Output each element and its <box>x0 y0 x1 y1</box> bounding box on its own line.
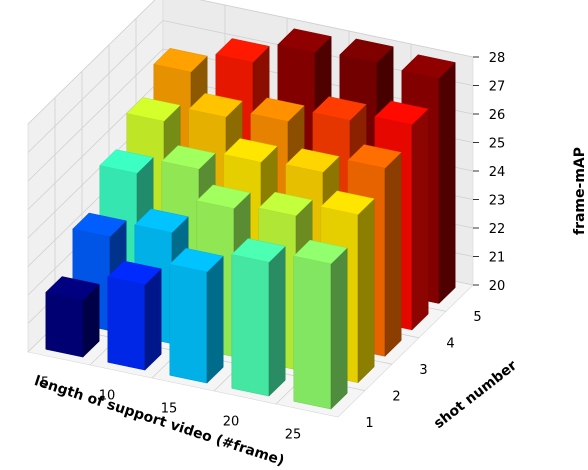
bar <box>107 260 162 371</box>
z-tick-label: 27 <box>489 80 506 95</box>
bar-top-face <box>99 149 154 174</box>
bar-top-face <box>188 93 243 118</box>
y-tick-label: 1 <box>365 416 373 431</box>
bar-side-face <box>206 255 224 384</box>
bar <box>45 276 100 358</box>
bar-side-face <box>144 268 162 371</box>
y-axis-label: shot number <box>431 358 520 432</box>
z-tick-label: 24 <box>489 165 506 180</box>
z-tick-label: 28 <box>489 51 506 66</box>
bar-top-face <box>223 138 278 163</box>
bar-top-face <box>134 208 189 233</box>
bar-top-face <box>258 191 313 217</box>
bar-top-face <box>196 184 251 209</box>
bar-front-face <box>293 255 332 410</box>
bar-top-face <box>45 276 100 301</box>
bar-top-face <box>161 145 216 170</box>
bar <box>293 239 348 410</box>
bar-side-face <box>438 61 456 305</box>
bar-top-face <box>312 96 367 121</box>
bar-top-face <box>320 190 375 215</box>
y-tick-label: 3 <box>419 363 427 378</box>
z-axis-label: frame-mAP <box>572 147 588 235</box>
bar-top-face <box>401 54 456 79</box>
bar-top-face <box>293 239 348 265</box>
bar-top-face <box>153 48 208 73</box>
bar-side-face <box>411 108 429 331</box>
z-tick-label: 22 <box>489 222 506 237</box>
bar-top-face <box>126 97 181 122</box>
z-tick-label: 23 <box>489 194 506 209</box>
bar-top-face <box>339 38 394 63</box>
bars-layer <box>45 28 456 410</box>
x-tick-label: 20 <box>223 415 240 430</box>
bar-front-face <box>231 254 270 397</box>
y-tick-label: 4 <box>446 337 454 352</box>
bar <box>169 248 224 384</box>
bar-front-face <box>169 263 208 384</box>
y-tick-label: 2 <box>392 389 400 404</box>
x-tick-label: 15 <box>161 402 178 417</box>
bar-side-face <box>268 245 286 397</box>
x-tick-label: 25 <box>285 428 302 443</box>
bar-side-face <box>357 198 375 384</box>
y-tick-label: 5 <box>473 310 481 325</box>
bar-top-face <box>169 248 224 273</box>
bar-front-face <box>107 276 146 371</box>
bar-front-face <box>45 291 84 358</box>
z-tick-label: 25 <box>489 137 506 152</box>
bar-top-face <box>374 100 429 125</box>
bar-top-face <box>231 238 286 263</box>
bar-top-face <box>72 212 127 237</box>
bar-top-face <box>107 260 162 285</box>
z-tick-label: 21 <box>489 251 506 266</box>
bar-top-face <box>250 97 305 122</box>
bar <box>231 238 286 397</box>
z-tick-label: 26 <box>489 108 506 123</box>
z-tick-label: 20 <box>489 279 506 294</box>
grid-line <box>27 0 474 125</box>
x-tick-label: 5 <box>41 376 49 391</box>
bar-top-face <box>277 28 332 53</box>
bar-top-face <box>347 144 402 169</box>
bar-top-face <box>215 38 270 63</box>
bar-side-face <box>384 151 402 357</box>
x-tick-label: 10 <box>99 389 116 404</box>
bar-side-face <box>330 247 348 410</box>
bar-top-face <box>285 148 340 173</box>
